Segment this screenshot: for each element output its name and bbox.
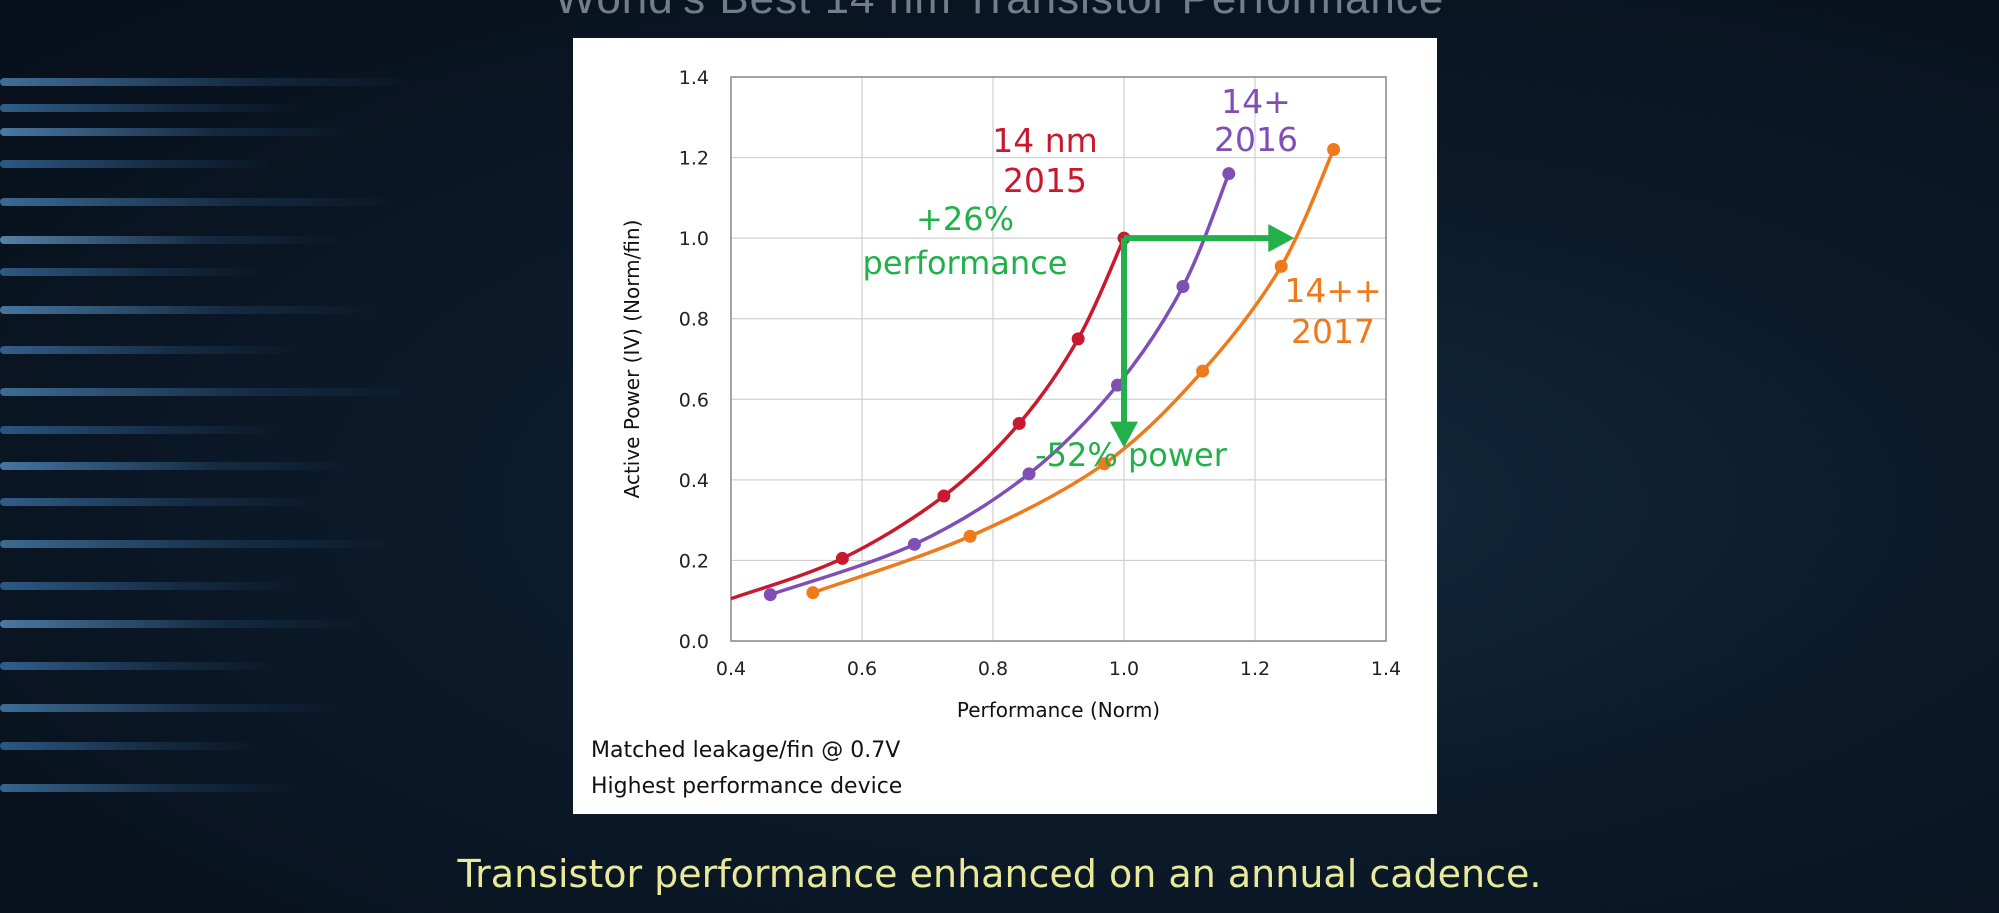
light-streak [0,198,400,206]
series-line [812,148,1336,595]
light-streak [0,784,300,792]
data-point [937,489,951,503]
light-streak [0,426,280,434]
light-streak [0,78,420,86]
data-point [1110,378,1124,392]
plot-frame [730,76,1387,642]
x-axis-title: Performance (Norm) [957,698,1160,722]
data-point [963,529,977,543]
data-point [1274,259,1288,273]
slide-caption: Transistor performance enhanced on an an… [457,852,1542,896]
performance-arrow-head [1268,224,1295,253]
data-point [907,537,921,551]
data-point [1176,279,1190,293]
y-tick-label: 0.8 [679,309,709,331]
data-point [1022,467,1036,481]
series-label: 14 nm [992,121,1098,160]
y-tick-label: 0.4 [679,470,709,492]
y-axis-title: Active Power (IV) (Norm/fin) [620,220,644,499]
chart-canvas: 0.4 0.6 0.8 1.0 1.2 1.4 0.0 0.2 0.4 0.6 0.8 1.0 1.2 1… [620,67,1401,722]
chart-annotation: performance [863,244,1068,282]
light-streak [0,268,260,276]
power-arrow-head [1110,421,1138,448]
series-line [769,173,1231,597]
light-streak [0,160,280,168]
chart-annotation: -52% power [1035,436,1228,474]
data-point [806,586,820,600]
data-point [763,588,777,602]
light-streak [0,582,300,590]
light-streak [0,704,340,712]
note-device: Highest performance device [591,774,903,799]
chart-annotation: +26% [916,200,1014,238]
x-tick-label: 0.6 [847,658,877,680]
y-tick-label: 1.0 [679,228,709,250]
data-point [1097,457,1111,471]
x-tick-label: 1.4 [1371,658,1401,680]
data-point [1196,364,1210,378]
light-streak [0,236,340,244]
series-label: 2015 [1003,161,1087,200]
chart-card: 0.4 0.6 0.8 1.0 1.2 1.4 0.0 0.2 0.4 0.6 0.8 1.0 1.2 1… [573,38,1437,814]
light-streak [0,742,260,750]
light-streak [0,620,360,628]
light-streak [0,346,300,354]
light-streak [0,498,320,506]
data-point [1327,143,1341,157]
light-streak [0,128,360,136]
light-streak [0,306,380,314]
series-label: 2016 [1214,120,1298,159]
series-label: 14+ [1221,82,1291,121]
series-line [730,237,1126,601]
y-tick-label: 0.2 [679,550,709,572]
y-tick-label: 1.4 [679,67,709,89]
y-tick-label: 1.2 [679,148,709,170]
data-point [1071,332,1085,346]
light-streak [0,540,400,548]
light-streak [0,104,300,112]
series-label: 14++ [1284,271,1381,310]
data-point [1012,416,1026,430]
x-tick-label: 1.2 [1240,658,1270,680]
x-tick-label: 1.0 [1109,658,1139,680]
series-label: 2017 [1291,312,1375,351]
y-tick-label: 0.0 [679,631,709,653]
data-point [1222,167,1236,181]
note-leakage: Matched leakage/fin @ 0.7V [591,738,901,763]
light-streak [0,662,280,670]
data-point [835,551,849,565]
light-streak [0,462,360,470]
light-streak [0,388,420,396]
x-tick-label: 0.4 [716,658,746,680]
y-tick-label: 0.6 [679,389,709,411]
x-tick-label: 0.8 [978,658,1008,680]
slide-title: World's Best 14 nm Transistor Performanc… [0,0,1999,24]
